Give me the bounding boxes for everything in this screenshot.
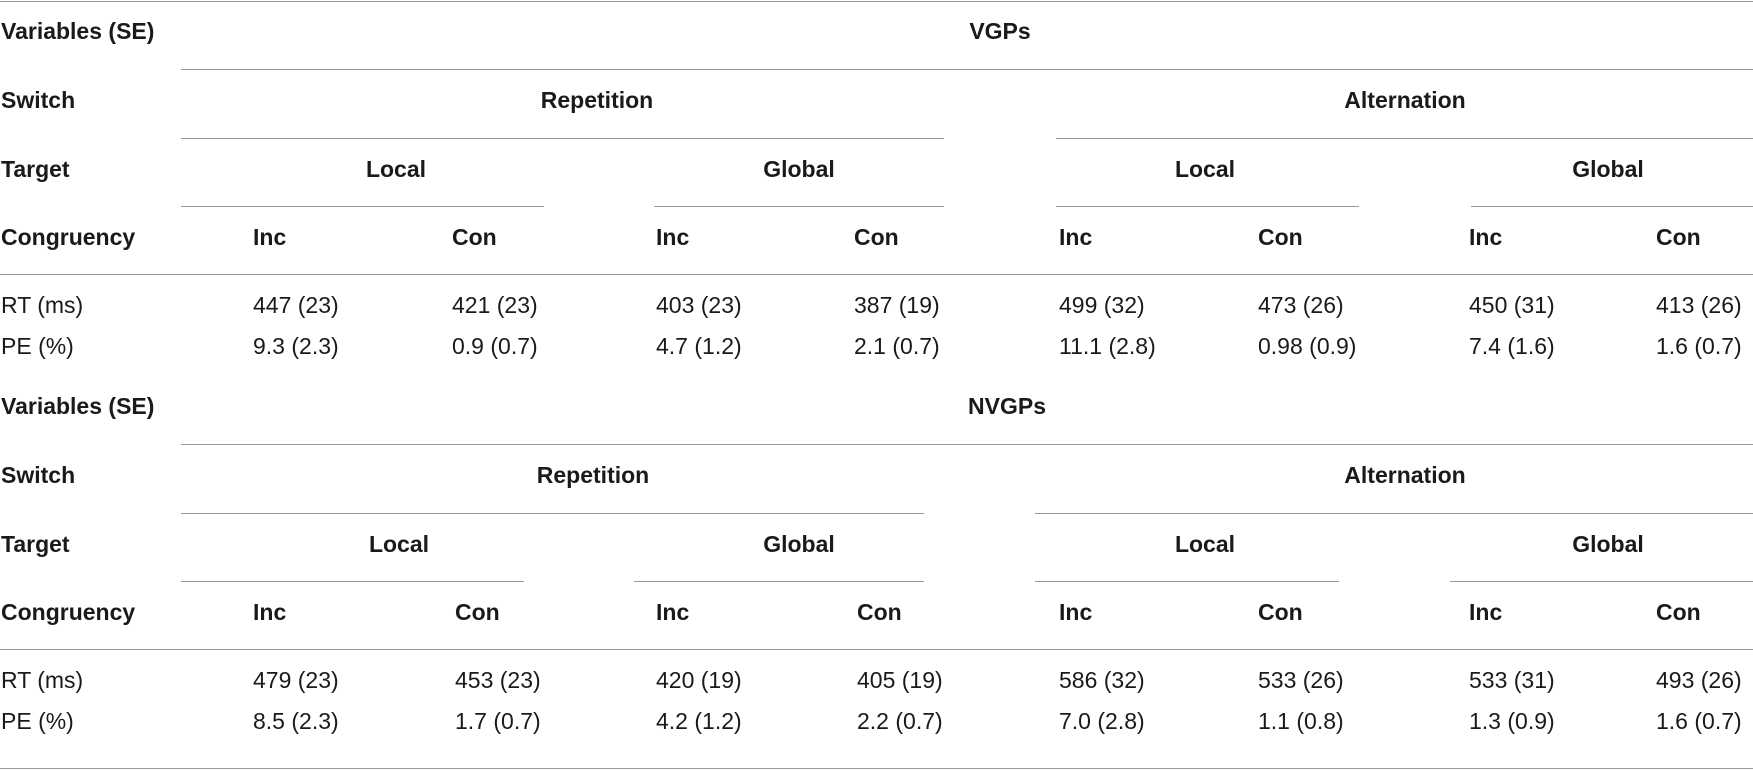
table-cell: 453 (23): [455, 667, 541, 693]
target-rule: [1471, 206, 1753, 207]
table-cell: 11.1 (2.8): [1059, 333, 1156, 359]
congruency-level: Inc: [253, 224, 287, 250]
table-cell: 7.4 (1.6): [1469, 333, 1555, 359]
congruency-level: Con: [455, 599, 500, 625]
target-rule: [181, 206, 544, 207]
table-cell: 1.1 (0.8): [1258, 708, 1344, 734]
congruency-level: Inc: [1059, 599, 1093, 625]
congruency-level: Con: [854, 224, 899, 250]
table-cell: 4.2 (1.2): [656, 708, 742, 734]
target-level: Local: [1174, 156, 1236, 182]
target-level: Global: [1572, 531, 1644, 557]
congruency-level: Inc: [1469, 599, 1503, 625]
table-cell: 421 (23): [452, 292, 538, 318]
table-cell: 473 (26): [1258, 292, 1344, 318]
congruency-level: Con: [1258, 224, 1303, 250]
target-rule: [654, 206, 944, 207]
table-cell: 0.9 (0.7): [452, 333, 538, 359]
header-rule: [0, 649, 1753, 650]
target-label: Target: [1, 531, 70, 557]
group-rule: [181, 69, 1753, 70]
congruency-level: Inc: [656, 224, 690, 250]
congruency-level: Inc: [1059, 224, 1093, 250]
switch-label: Switch: [1, 462, 76, 488]
target-level: Global: [763, 531, 835, 557]
table-cell: 387 (19): [854, 292, 940, 318]
congruency-level: Con: [1656, 599, 1701, 625]
switch-rule: [1056, 138, 1753, 139]
row-label: RT (ms): [1, 667, 84, 693]
switch-level-repetition: Repetition: [540, 87, 654, 113]
bottom-rule: [0, 768, 1753, 769]
table-cell: 533 (31): [1469, 667, 1555, 693]
top-rule: [0, 1, 1753, 2]
table-cell: 7.0 (2.8): [1059, 708, 1145, 734]
congruency-label: Congruency: [1, 224, 136, 250]
congruency-level: Con: [452, 224, 497, 250]
variables-label: Variables (SE): [1, 18, 155, 44]
table-cell: 420 (19): [656, 667, 742, 693]
table-cell: 403 (23): [656, 292, 742, 318]
target-label: Target: [1, 156, 70, 182]
table-cell: 2.1 (0.7): [854, 333, 940, 359]
congruency-level: Con: [857, 599, 902, 625]
group-rule: [181, 444, 1753, 445]
target-rule: [1056, 206, 1359, 207]
target-level: Global: [1572, 156, 1644, 182]
header-rule: [0, 274, 1753, 275]
switch-level-alternation: Alternation: [1344, 87, 1466, 113]
table-cell: 8.5 (2.3): [253, 708, 339, 734]
table-cell: 533 (26): [1258, 667, 1344, 693]
table-cell: 2.2 (0.7): [857, 708, 943, 734]
congruency-level: Con: [1258, 599, 1303, 625]
congruency-level: Inc: [1469, 224, 1503, 250]
group-title: NVGPs: [968, 393, 1046, 419]
table-cell: 0.98 (0.9): [1258, 333, 1357, 359]
table-cell: 405 (19): [857, 667, 943, 693]
row-label: PE (%): [1, 333, 74, 359]
table-cell: 1.6 (0.7): [1656, 333, 1742, 359]
switch-label: Switch: [1, 87, 76, 113]
congruency-label: Congruency: [1, 599, 136, 625]
switch-rule: [181, 138, 944, 139]
table-cell: 1.7 (0.7): [455, 708, 541, 734]
table-cell: 479 (23): [253, 667, 339, 693]
row-label: PE (%): [1, 708, 74, 734]
table-cell: 493 (26): [1656, 667, 1742, 693]
table-cell: 499 (32): [1059, 292, 1145, 318]
congruency-level: Con: [1656, 224, 1701, 250]
switch-rule: [181, 513, 924, 514]
target-rule: [1450, 581, 1753, 582]
target-level: Local: [368, 531, 430, 557]
switch-rule: [1035, 513, 1753, 514]
row-label: RT (ms): [1, 292, 84, 318]
table-cell: 413 (26): [1656, 292, 1742, 318]
target-rule: [1035, 581, 1339, 582]
target-rule: [634, 581, 924, 582]
congruency-level: Inc: [253, 599, 287, 625]
target-level: Global: [763, 156, 835, 182]
table-cell: 447 (23): [253, 292, 339, 318]
variables-label: Variables (SE): [1, 393, 155, 419]
table-cell: 1.6 (0.7): [1656, 708, 1742, 734]
target-rule: [181, 581, 524, 582]
table-cell: 1.3 (0.9): [1469, 708, 1555, 734]
target-level: Local: [1174, 531, 1236, 557]
table-cell: 450 (31): [1469, 292, 1555, 318]
congruency-level: Inc: [656, 599, 690, 625]
switch-level-repetition: Repetition: [536, 462, 650, 488]
switch-level-alternation: Alternation: [1344, 462, 1466, 488]
group-title: VGPs: [969, 18, 1031, 44]
table-cell: 9.3 (2.3): [253, 333, 339, 359]
target-level: Local: [365, 156, 427, 182]
table-cell: 4.7 (1.2): [656, 333, 742, 359]
table-cell: 586 (32): [1059, 667, 1145, 693]
